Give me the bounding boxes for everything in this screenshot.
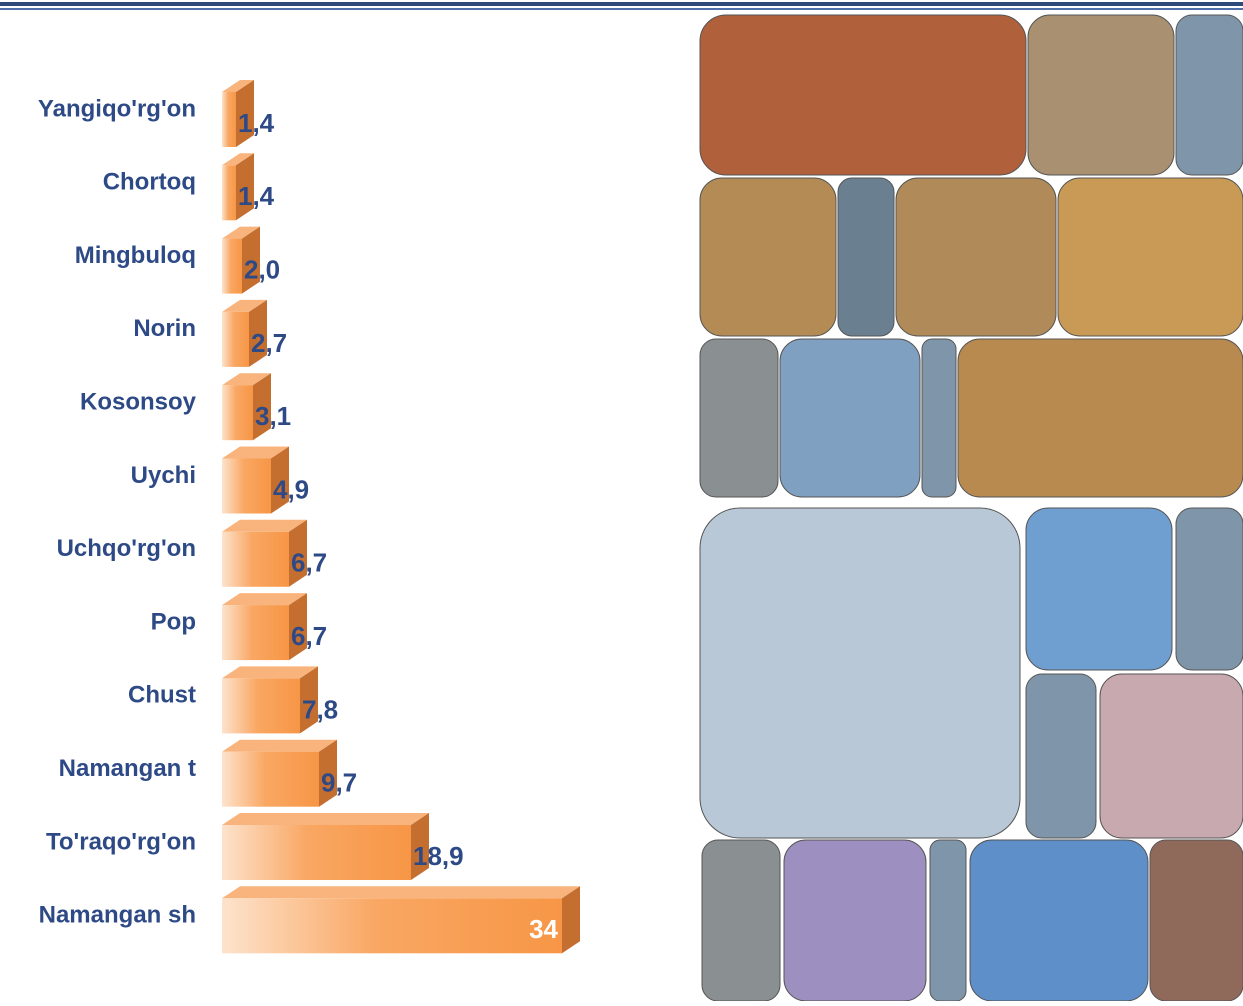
y-tick-label: Kosonsoy — [80, 389, 197, 416]
bar-top — [222, 666, 318, 679]
y-tick-label: To'raqo'rg'on — [46, 828, 196, 855]
y-tick-label: Norin — [133, 315, 196, 342]
bar-top — [222, 373, 271, 386]
photo — [929, 839, 967, 1002]
bar-side — [253, 373, 271, 441]
top-rule — [0, 8, 1243, 10]
bar-top — [222, 886, 580, 899]
data-label: 18,9 — [413, 841, 464, 871]
data-label: 1,4 — [238, 181, 275, 211]
bar-side — [562, 886, 580, 954]
y-tick-label: Pop — [151, 608, 196, 635]
photo — [1057, 177, 1243, 337]
photo — [779, 338, 921, 498]
bar-top — [222, 739, 337, 752]
photo — [699, 177, 837, 337]
data-label: 9,7 — [321, 768, 357, 798]
bar-side — [289, 519, 307, 587]
bar — [222, 92, 236, 147]
bar-side — [249, 299, 267, 367]
photo — [921, 338, 957, 498]
y-tick-label: Namangan sh — [39, 902, 196, 929]
bar-side — [319, 739, 337, 807]
bar-side — [271, 446, 289, 514]
photo — [1149, 839, 1243, 1002]
bar — [222, 751, 319, 807]
bar — [222, 605, 289, 661]
bar — [222, 531, 289, 587]
bar-top — [222, 299, 267, 312]
data-label: 6,7 — [291, 621, 327, 651]
photo — [1025, 507, 1173, 671]
bar — [222, 238, 242, 294]
data-label: 6,7 — [291, 548, 327, 578]
top-rule — [0, 2, 1243, 6]
bar-top — [222, 593, 307, 606]
bar-top — [222, 519, 307, 532]
bar — [222, 311, 249, 367]
bar-top — [222, 813, 429, 825]
photo — [701, 839, 781, 1002]
y-tick-label: Namangan t — [59, 755, 196, 782]
bar-side — [411, 813, 429, 880]
y-tick-label: Chortoq — [103, 169, 196, 196]
y-tick-label: Uychi — [131, 462, 196, 489]
bar-top — [222, 80, 254, 92]
bar — [222, 678, 300, 734]
photo — [699, 338, 779, 498]
bar — [222, 898, 562, 954]
bar-side — [242, 226, 260, 294]
data-label: 1,4 — [238, 108, 275, 138]
data-label: 7,8 — [302, 694, 338, 724]
bar — [222, 458, 271, 514]
bar-side — [300, 666, 318, 734]
bar-top — [222, 226, 260, 239]
bar-side — [236, 80, 254, 147]
photo — [837, 177, 895, 337]
photo — [699, 14, 1027, 176]
photo — [1175, 507, 1243, 671]
photo — [1025, 673, 1097, 839]
photo — [895, 177, 1057, 337]
bar — [222, 165, 236, 221]
y-tick-label: Chust — [128, 682, 196, 709]
y-tick-label: Mingbuloq — [75, 242, 196, 269]
bar-top — [222, 153, 254, 166]
data-label: 4,9 — [273, 474, 309, 504]
data-label: 2,0 — [244, 254, 280, 284]
photo — [783, 839, 927, 1002]
y-tick-label: Yangiqo'rg'on — [38, 95, 196, 122]
data-label: 2,7 — [251, 328, 287, 358]
photo — [699, 507, 1021, 839]
bar-side — [289, 593, 307, 661]
photo — [1027, 14, 1175, 176]
photo-collage — [699, 14, 1243, 1002]
data-label: 34 — [529, 914, 558, 944]
data-label: 3,1 — [255, 401, 291, 431]
bar — [222, 385, 253, 441]
photo — [1175, 14, 1243, 176]
photo — [969, 839, 1149, 1002]
bar-top — [222, 446, 289, 459]
bar — [222, 825, 411, 880]
y-tick-label: Uchqo'rg'on — [57, 535, 196, 562]
photo — [1099, 673, 1243, 839]
bar-side — [236, 153, 254, 221]
photo — [957, 338, 1243, 498]
